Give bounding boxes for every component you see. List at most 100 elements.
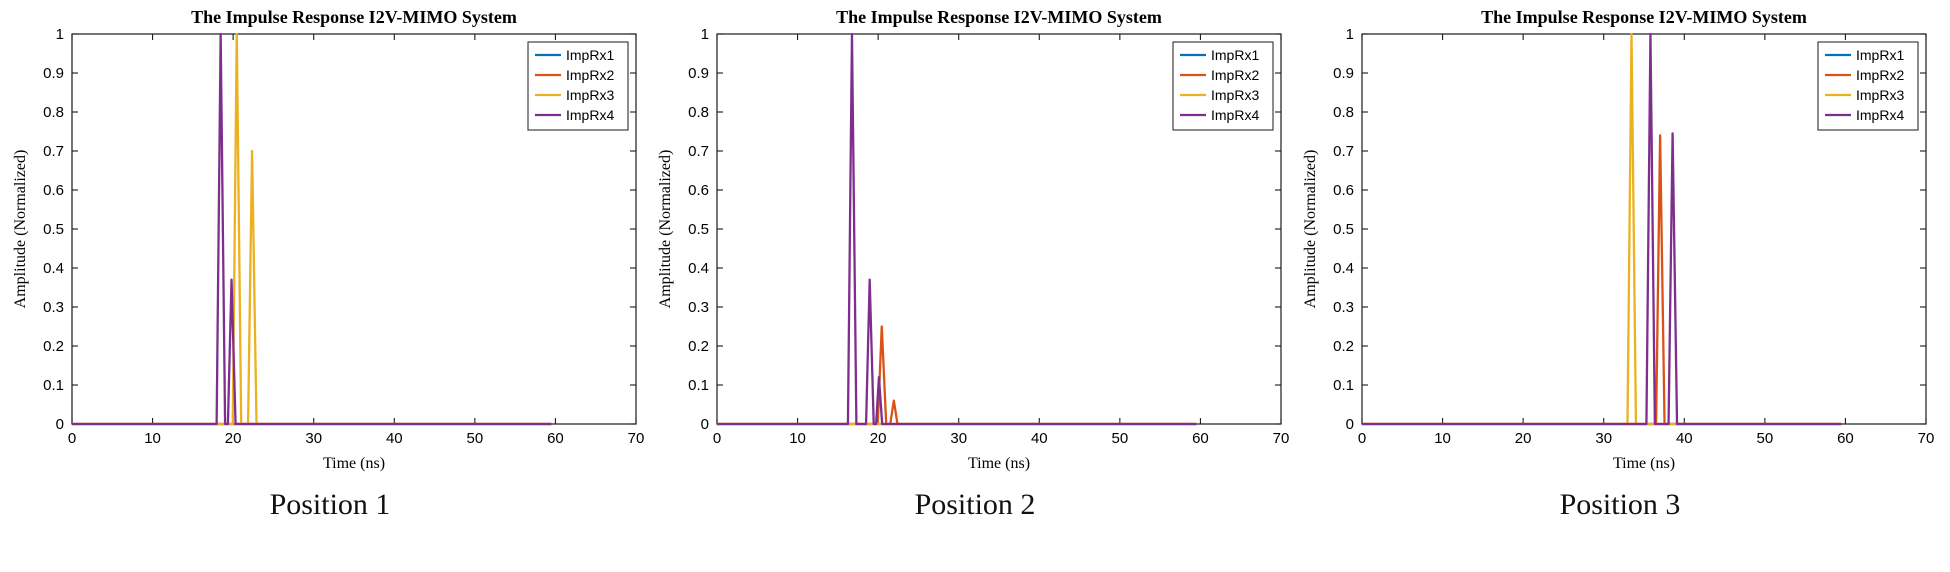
y-tick-label: 1 [56, 26, 64, 43]
x-tick-label: 20 [225, 430, 242, 447]
tick-labels: 0 10 20 30 40 50 60 70 0 0.1 0.2 0.3 0.4 0.5 0.6 0.7 0.8… [43, 26, 644, 447]
plot-canvas-position-1: 0 10 20 30 40 50 60 70 0 0.1 0.2 0.3 0.4 0.5 0.6 0.7 0.8… [12, 7, 644, 472]
y-axis-label: Amplitude (Normalized) [657, 150, 674, 309]
legend-label-ImpRx1: ImpRx1 [566, 47, 614, 63]
x-tick-label: 40 [1676, 430, 1693, 447]
y-tick-label: 0.9 [1333, 65, 1354, 82]
legend-label-ImpRx2: ImpRx2 [1856, 67, 1904, 83]
chart-figure-position-2: 0 10 20 30 40 50 60 70 0 0.1 0.2 0.3 0.4 0.5 0.6 0.7 0.8… [653, 6, 1297, 522]
x-tick-label: 20 [1515, 430, 1532, 447]
y-tick-label: 0.2 [1333, 338, 1354, 355]
y-tick-label: 0 [56, 416, 64, 433]
x-tick-label: 50 [467, 430, 484, 447]
y-tick-label: 0.4 [1333, 260, 1354, 277]
figure-caption-position-1: Position 1 [269, 488, 391, 521]
y-tick-label: 0.2 [688, 338, 709, 355]
y-tick-label: 0.2 [43, 338, 64, 355]
y-tick-label: 1 [701, 26, 709, 43]
x-axis-label: Time (ns) [1613, 455, 1675, 472]
y-tick-label: 0.6 [1333, 182, 1354, 199]
y-tick-label: 0.7 [1333, 143, 1354, 160]
y-tick-label: 0.7 [43, 143, 64, 160]
legend-label-ImpRx1: ImpRx1 [1211, 47, 1259, 63]
x-tick-label: 70 [628, 430, 645, 447]
legend-label-ImpRx2: ImpRx2 [566, 67, 614, 83]
chart-title: The Impulse Response I2V-MIMO System [836, 7, 1162, 27]
x-tick-label: 30 [305, 430, 322, 447]
legend: ImpRx1 ImpRx2 ImpRx3 ImpRx4 [527, 41, 629, 131]
y-tick-label: 0.3 [1333, 299, 1354, 316]
y-tick-label: 0.9 [688, 65, 709, 82]
legend-label-ImpRx3: ImpRx3 [1856, 87, 1904, 103]
x-tick-label: 70 [1273, 430, 1290, 447]
y-tick-label: 0.1 [688, 377, 709, 394]
x-tick-label: 50 [1112, 430, 1129, 447]
y-tick-label: 0.5 [43, 221, 64, 238]
figure-caption-position-2: Position 2 [914, 488, 1036, 521]
x-tick-label: 60 [1192, 430, 1209, 447]
x-tick-label: 10 [144, 430, 161, 447]
legend-label-ImpRx4: ImpRx4 [1856, 107, 1904, 123]
series-line-ImpRx4 [1362, 32, 1842, 426]
y-tick-label: 0.5 [1333, 221, 1354, 238]
x-tick-label: 30 [950, 430, 967, 447]
x-tick-label: 10 [789, 430, 806, 447]
y-tick-label: 0.4 [43, 260, 64, 277]
series-lines [72, 32, 552, 426]
plot-canvas-position-2: 0 10 20 30 40 50 60 70 0 0.1 0.2 0.3 0.4 0.5 0.6 0.7 0.8… [657, 7, 1289, 472]
y-tick-label: 0.6 [688, 182, 709, 199]
y-tick-label: 0 [701, 416, 709, 433]
x-tick-label: 60 [1837, 430, 1854, 447]
chart-figure-position-3: 0 10 20 30 40 50 60 70 0 0.1 0.2 0.3 0.4 0.5 0.6 0.7 0.8… [1298, 6, 1942, 522]
x-tick-label: 30 [1595, 430, 1612, 447]
legend-label-ImpRx3: ImpRx3 [566, 87, 614, 103]
figure-caption-position-3: Position 3 [1559, 488, 1681, 521]
series-line-ImpRx4 [72, 32, 552, 426]
legend-label-ImpRx4: ImpRx4 [566, 107, 614, 123]
x-tick-label: 40 [386, 430, 403, 447]
plot-canvas-position-3: 0 10 20 30 40 50 60 70 0 0.1 0.2 0.3 0.4 0.5 0.6 0.7 0.8… [1302, 7, 1934, 472]
series-lines [1362, 32, 1842, 426]
y-tick-label: 0.3 [43, 299, 64, 316]
legend-label-ImpRx1: ImpRx1 [1856, 47, 1904, 63]
x-tick-label: 0 [713, 430, 721, 447]
y-tick-label: 1 [1346, 26, 1354, 43]
y-tick-label: 0.8 [688, 104, 709, 121]
chart-figure-position-1: 0 10 20 30 40 50 60 70 0 0.1 0.2 0.3 0.4 0.5 0.6 0.7 0.8… [8, 6, 652, 522]
x-axis-label: Time (ns) [323, 455, 385, 472]
series-lines [717, 32, 1197, 426]
y-tick-label: 0 [1346, 416, 1354, 433]
y-axis-label: Amplitude (Normalized) [1302, 150, 1319, 309]
legend-label-ImpRx4: ImpRx4 [1211, 107, 1259, 123]
y-tick-label: 0.4 [688, 260, 709, 277]
x-tick-label: 40 [1031, 430, 1048, 447]
x-tick-label: 0 [68, 430, 76, 447]
x-tick-label: 0 [1358, 430, 1366, 447]
x-tick-label: 20 [870, 430, 887, 447]
y-tick-label: 0.5 [688, 221, 709, 238]
legend: ImpRx1 ImpRx2 ImpRx3 ImpRx4 [1817, 41, 1919, 131]
legend-label-ImpRx3: ImpRx3 [1211, 87, 1259, 103]
y-tick-label: 0.3 [688, 299, 709, 316]
x-axis-label: Time (ns) [968, 455, 1030, 472]
chart-title: The Impulse Response I2V-MIMO System [191, 7, 517, 27]
series-line-ImpRx4 [717, 32, 1197, 426]
x-tick-label: 10 [1434, 430, 1451, 447]
x-tick-label: 70 [1918, 430, 1935, 447]
y-tick-label: 0.9 [43, 65, 64, 82]
y-tick-label: 0.8 [43, 104, 64, 121]
chart-title: The Impulse Response I2V-MIMO System [1481, 7, 1807, 27]
y-tick-label: 0.7 [688, 143, 709, 160]
legend: ImpRx1 ImpRx2 ImpRx3 ImpRx4 [1172, 41, 1274, 131]
x-tick-label: 60 [547, 430, 564, 447]
y-axis-label: Amplitude (Normalized) [12, 150, 29, 309]
y-tick-label: 0.6 [43, 182, 64, 199]
y-tick-label: 0.1 [1333, 377, 1354, 394]
x-tick-label: 50 [1757, 430, 1774, 447]
y-tick-label: 0.8 [1333, 104, 1354, 121]
tick-labels: 0 10 20 30 40 50 60 70 0 0.1 0.2 0.3 0.4 0.5 0.6 0.7 0.8… [1333, 26, 1934, 447]
y-tick-label: 0.1 [43, 377, 64, 394]
legend-label-ImpRx2: ImpRx2 [1211, 67, 1259, 83]
tick-labels: 0 10 20 30 40 50 60 70 0 0.1 0.2 0.3 0.4 0.5 0.6 0.7 0.8… [688, 26, 1289, 447]
